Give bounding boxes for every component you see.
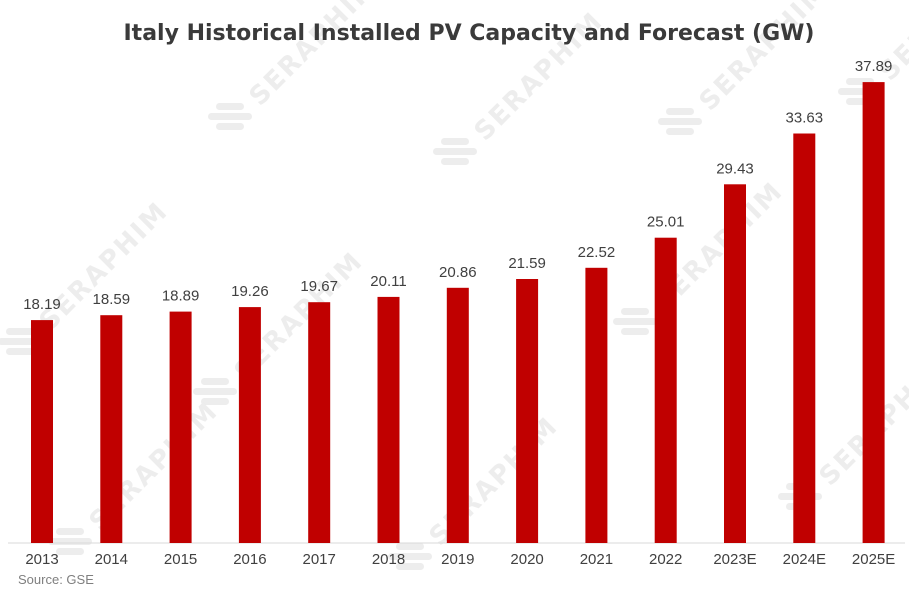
- data-label-2020: 21.59: [508, 255, 546, 272]
- bar-2025E: [862, 82, 885, 543]
- bar-2017: [308, 302, 331, 543]
- watermark-logo-bar: [48, 538, 92, 545]
- x-tick-2015: 2015: [164, 551, 197, 568]
- bar-2018: [377, 296, 400, 543]
- x-tick-2016: 2016: [233, 551, 266, 568]
- x-tick-2018: 2018: [372, 551, 405, 568]
- x-tick-2023E: 2023E: [713, 551, 756, 568]
- watermark-logo-bar: [666, 108, 694, 115]
- x-tick-2019: 2019: [441, 551, 474, 568]
- data-label-2019: 20.86: [439, 264, 477, 281]
- source-note: Source: GSE: [18, 572, 94, 587]
- x-tick-2020: 2020: [510, 551, 543, 568]
- bar-2013: [31, 320, 53, 543]
- x-tick-2022: 2022: [649, 551, 682, 568]
- data-label-2014: 18.59: [93, 291, 131, 308]
- bar-2014: [100, 315, 123, 543]
- watermark-logo-bar: [388, 553, 432, 560]
- watermark-logo-bar: [201, 378, 229, 385]
- data-label-2018: 20.11: [370, 273, 406, 290]
- watermark-logo-bar: [621, 328, 649, 335]
- watermark-logo-bar: [621, 308, 649, 315]
- bar-2023E: [724, 184, 746, 544]
- data-label-2013: 18.19: [23, 296, 61, 313]
- watermark-logo-bar: [56, 548, 84, 555]
- data-label-2023E: 29.43: [716, 160, 754, 177]
- data-label-2021: 22.52: [578, 244, 616, 261]
- data-label-2024E: 33.63: [786, 110, 824, 127]
- watermark-logo-bar: [396, 563, 424, 570]
- watermark-logo-bar: [441, 158, 469, 165]
- x-tick-2025E: 2025E: [852, 551, 895, 568]
- watermark: SERAPHIM: [613, 176, 789, 335]
- data-label-2022: 25.01: [647, 214, 685, 231]
- data-label-2017: 19.67: [300, 278, 338, 295]
- data-label-2016: 19.26: [231, 283, 269, 300]
- watermark-logo-bar: [201, 398, 229, 405]
- watermark: SERAPHIM: [193, 246, 369, 405]
- watermark-logo-bar: [216, 103, 244, 110]
- watermark-logo-bar: [396, 543, 424, 550]
- watermark-logo-bar: [56, 528, 84, 535]
- data-labels: 18.19 18.59 18.89 19.26 19.67 20.11 20.86 21.59…: [23, 58, 892, 313]
- x-tick-2024E: 2024E: [783, 551, 826, 568]
- watermark-logo-bar: [208, 113, 252, 120]
- watermark-logo-bar: [658, 118, 702, 125]
- watermark-logo-bar: [441, 138, 469, 145]
- watermark-text: SERAPHIM: [694, 0, 835, 117]
- bar-2024E: [793, 133, 816, 543]
- watermark-logo-bar: [666, 128, 694, 135]
- watermark-logo-bar: [613, 318, 657, 325]
- x-tick-2014: 2014: [95, 551, 128, 568]
- bar-2015: [169, 311, 192, 543]
- bar-2020: [516, 279, 539, 543]
- bar-2016: [238, 307, 261, 543]
- watermark-logo-bar: [216, 123, 244, 130]
- data-label-2025E: 37.89: [855, 58, 893, 75]
- chart-title: Italy Historical Installed PV Capacity a…: [124, 21, 815, 46]
- watermark-logo-bar: [193, 388, 237, 395]
- watermark-logo-bar: [6, 328, 34, 335]
- watermark-logo-bar: [433, 148, 477, 155]
- watermark: SERAPHIM: [0, 196, 174, 355]
- watermark: SERAPHIM: [48, 396, 224, 555]
- x-tick-2017: 2017: [303, 551, 336, 568]
- bar-2021: [585, 267, 608, 543]
- watermark-text: SERAPHIM: [424, 411, 565, 552]
- data-label-2015: 18.89: [162, 288, 200, 305]
- x-axis-tick-labels: 2013 2014 2015 2016 2017 2018 2019 2020 2021 2022…: [25, 551, 895, 568]
- bar-2022: [654, 237, 677, 543]
- x-tick-2013: 2013: [25, 551, 58, 568]
- watermark-text: SERAPHIM: [814, 351, 909, 492]
- watermark: SERAPHIM: [208, 0, 384, 130]
- watermark-logo-bar: [6, 348, 34, 355]
- x-tick-2021: 2021: [580, 551, 613, 568]
- bar-2019: [446, 287, 469, 543]
- watermark-text: SERAPHIM: [244, 0, 385, 112]
- bar-series: [31, 82, 885, 544]
